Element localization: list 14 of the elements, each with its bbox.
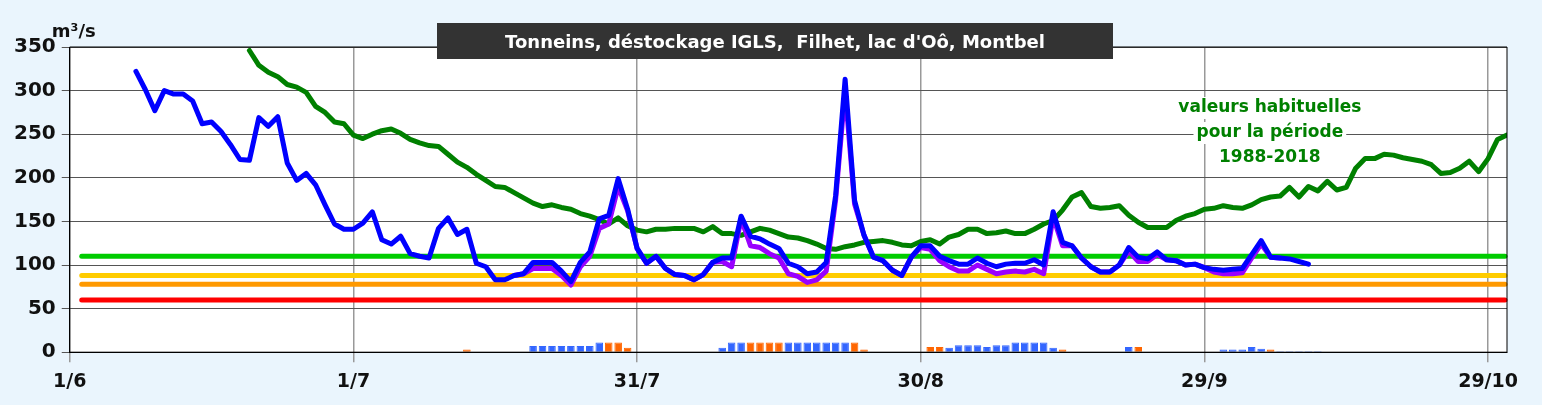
y-tick-label: 50 <box>27 294 56 319</box>
y-tick-label: 100 <box>14 251 56 276</box>
series-label: valeurs habituelles pour la période 1988-2018 <box>1178 96 1362 167</box>
y-tick-label: 0 <box>41 338 56 363</box>
x-tick-label: 1/7 <box>336 368 371 391</box>
x-tick-label: 1/6 <box>53 368 87 391</box>
x-tick-label: 30/8 <box>897 368 945 391</box>
x-tick-label: 29/10 <box>1458 368 1518 391</box>
y-tick-label: 300 <box>14 76 56 101</box>
y-tick-label: 150 <box>14 207 56 232</box>
x-tick-label: 29/9 <box>1181 368 1228 391</box>
y-tick-label: 250 <box>14 120 56 145</box>
x-tick-label: 31/7 <box>613 368 661 391</box>
y-tick-label: 200 <box>14 164 56 188</box>
